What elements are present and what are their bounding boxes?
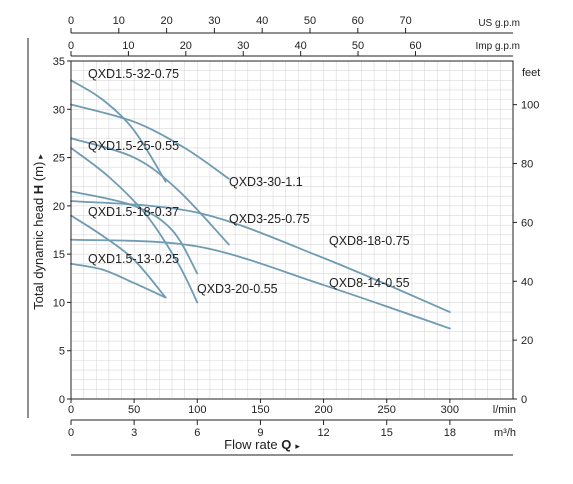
curve-qxd3-25-0-75 bbox=[70, 137, 230, 246]
lmin-tick-label: 0 bbox=[68, 404, 74, 416]
feet-tick-label: 20 bbox=[521, 335, 533, 347]
us-gpm-tick-label: 60 bbox=[352, 15, 364, 27]
curve-qxd1-5-32-0-75 bbox=[70, 79, 167, 183]
curve-qxd1-5-13-0-25 bbox=[70, 262, 167, 299]
us-gpm-tick-label: 50 bbox=[304, 15, 316, 27]
head-tick-label: 0 bbox=[59, 394, 65, 406]
x-axis-title-symbol: Q bbox=[281, 437, 291, 452]
us-gpm-tick-label: 40 bbox=[256, 15, 268, 27]
imp-gpm-unit-label: Imp g.p.m bbox=[476, 41, 520, 52]
curve-label-qxd3-25-0-75: QXD3-25-0.75 bbox=[229, 212, 310, 226]
y-axis-title-unit: (m) bbox=[31, 162, 46, 185]
imp-gpm-tick-label: 20 bbox=[180, 40, 192, 52]
imp-gpm-tick-label: 30 bbox=[237, 40, 249, 52]
m3h-tick-label: 18 bbox=[444, 427, 456, 439]
head-tick-label: 20 bbox=[53, 201, 65, 213]
curve-label-qxd1-5-13-0-25: QXD1.5-13-0.25 bbox=[88, 252, 179, 266]
curve-label-qxd8-18-0-75: QXD8-18-0.75 bbox=[329, 234, 410, 248]
feet-tick-label: 60 bbox=[521, 217, 533, 229]
y-axis-arrow-icon: ▸ bbox=[35, 154, 45, 159]
imp-gpm-tick-label: 10 bbox=[122, 40, 134, 52]
m3h-tick-label: 3 bbox=[131, 427, 137, 439]
curve-qxd1-5-18-0-37 bbox=[70, 214, 167, 299]
head-tick-label: 30 bbox=[53, 104, 65, 116]
m3h-tick-label: 15 bbox=[381, 427, 393, 439]
x-axis-title-text: Flow rate bbox=[224, 437, 281, 452]
imp-gpm-tick-label: 60 bbox=[409, 40, 421, 52]
head-tick-label: 10 bbox=[53, 297, 65, 309]
curve-qxd8-14-0-55 bbox=[70, 238, 451, 330]
head-tick-label: 5 bbox=[59, 346, 65, 358]
us-gpm-tick-label: 10 bbox=[113, 15, 125, 27]
us-gpm-tick-label: 20 bbox=[160, 15, 172, 27]
curve-label-qxd1-5-32-0-75: QXD1.5-32-0.75 bbox=[88, 67, 179, 81]
m3h-unit-label: m³/h bbox=[494, 427, 516, 439]
x-axis-arrow-icon: ▸ bbox=[295, 441, 300, 451]
plot-border bbox=[70, 60, 514, 400]
curve-label-qxd3-30-1-1: QXD3-30-1.1 bbox=[229, 175, 303, 189]
head-tick-label: 15 bbox=[53, 249, 65, 261]
lmin-tick-label: 150 bbox=[251, 404, 269, 416]
curve-qxd3-30-1-1 bbox=[70, 103, 230, 180]
lmin-tick-label: 200 bbox=[314, 404, 332, 416]
feet-tick-label: 100 bbox=[521, 100, 539, 112]
head-tick-label: 35 bbox=[53, 56, 65, 68]
x-axis-title: Flow rate Q ▸ bbox=[224, 437, 300, 452]
plot-frame bbox=[27, 32, 514, 456]
curve-qxd3-20-0-55 bbox=[70, 190, 199, 275]
lmin-tick-label: 50 bbox=[128, 404, 140, 416]
lmin-tick-label: 100 bbox=[188, 404, 206, 416]
imp-gpm-tick-label: 50 bbox=[352, 40, 364, 52]
lmin-tick-label: 250 bbox=[378, 404, 396, 416]
curve-label-qxd8-14-0-55: QXD8-14-0.55 bbox=[329, 276, 410, 290]
performance-curves bbox=[70, 79, 451, 330]
curve-label-qxd3-20-0-55: QXD3-20-0.55 bbox=[197, 282, 278, 296]
imp-gpm-tick-label: 40 bbox=[295, 40, 307, 52]
curve-labels: QXD1.5-32-0.75 QXD1.5-25-0.55 QXD1.5-18-0.… bbox=[88, 67, 410, 296]
curve-label-qxd1-5-25-0-55: QXD1.5-25-0.55 bbox=[88, 139, 179, 153]
m3h-tick-label: 12 bbox=[317, 427, 329, 439]
us-gpm-unit-label: US g.p.m bbox=[478, 18, 520, 29]
head-tick-label: 25 bbox=[53, 153, 65, 165]
feet-unit-label: feet bbox=[522, 67, 540, 79]
lmin-unit-label: l/min bbox=[493, 404, 516, 416]
feet-tick-label: 0 bbox=[521, 394, 527, 406]
y-axis-title: Total dynamic head H (m) ▸ bbox=[31, 154, 46, 310]
m3h-tick-label: 6 bbox=[194, 427, 200, 439]
curve-qxd8-18-0-75 bbox=[70, 200, 451, 313]
m3h-tick-label: 0 bbox=[68, 427, 74, 439]
grid bbox=[70, 60, 514, 400]
imp-gpm-tick-label: 0 bbox=[68, 40, 74, 52]
feet-tick-label: 40 bbox=[521, 276, 533, 288]
feet-tick-label: 80 bbox=[521, 159, 533, 171]
y-axis-title-symbol: H bbox=[31, 185, 46, 194]
us-gpm-tick-label: 0 bbox=[68, 15, 74, 27]
us-gpm-tick-label: 70 bbox=[399, 15, 411, 27]
us-gpm-tick-label: 30 bbox=[208, 15, 220, 27]
curve-label-qxd1-5-18-0-37: QXD1.5-18-0.37 bbox=[88, 205, 179, 219]
y-axis-title-text: Total dynamic head bbox=[31, 194, 46, 310]
m3h-tick-label: 9 bbox=[257, 427, 263, 439]
lmin-tick-label: 300 bbox=[441, 404, 459, 416]
curve-qxd1-5-25-0-55 bbox=[70, 147, 199, 304]
